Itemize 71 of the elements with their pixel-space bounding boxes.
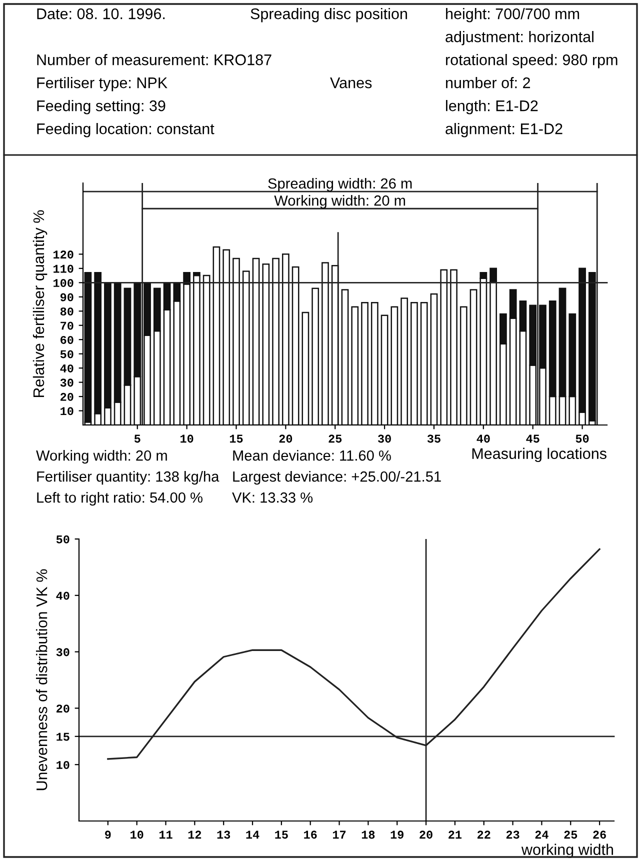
x-tick-label: 20 [420,830,432,839]
x-tick-label: 18 [362,830,375,839]
y-tick-label: 100 [54,279,74,288]
text: Fertiliser quantity: 138 kg/ha [37,471,220,485]
x-tick-label: 16 [304,830,317,839]
text: Mean deviance: 11.60 % [233,450,391,461]
x-tick-label: 12 [188,830,202,839]
y-tick-label: 110 [54,264,74,273]
x-tick-label: 40 [476,434,490,443]
text: VK: 13.33 % [232,492,313,503]
x-tick-label: 21 [448,830,462,839]
x-tick-label: 24 [535,830,548,839]
y-tick-label: 90 [60,293,74,302]
x-tick-label: 25 [564,830,578,839]
x-tick-label: 14 [246,830,260,839]
text: Spreading disc position [250,8,407,22]
x-tick-label: 15 [230,434,243,443]
x-tick-label: 22 [477,830,490,839]
x-tick-label: 5 [134,434,140,443]
text: adjustment: horizontal [446,31,594,46]
text: length: E1-D2 [446,100,538,114]
x-axis-title: working width [521,844,614,858]
x-tick-label: 9 [105,830,111,839]
text: Largest deviance: +25.00/-21.51 [233,471,441,485]
y-tick-label: 50 [56,535,70,544]
text: Feeding location: constant [37,123,214,138]
x-axis-title: Measuring locations [472,448,606,462]
y-tick-label: 120 [54,250,74,259]
text: rotational speed: 980 rpm [446,54,618,68]
x-tick-label: 25 [328,434,342,443]
y-tick-label: 80 [60,308,74,316]
text: Left to right ratio: 54.00 % [37,492,202,506]
y-tick-label: 20 [56,704,70,713]
y-tick-label: 10 [60,407,74,416]
x-tick-label: 10 [130,830,144,839]
x-tick-label: 26 [593,830,606,839]
x-tick-label: 50 [576,434,589,443]
y-tick-label: 40 [60,364,74,372]
x-tick-label: 45 [526,434,540,443]
y-tick-label: 60 [60,336,74,344]
x-tick-label: 30 [378,434,391,443]
text: height: 700/700 mm [446,8,580,22]
text: Vanes [330,78,372,88]
annotation: Spreading width: 26 m [268,178,412,192]
x-tick-label: 17 [332,830,346,839]
text: Date: 08. 10. 1996. [37,8,165,20]
x-tick-label: 23 [506,830,520,839]
y-tick-label: 15 [56,732,70,741]
x-tick-label: 10 [180,434,194,443]
text: Number of measurement: KRO187 [37,54,272,66]
x-tick-label: 15 [275,830,288,839]
text: Fertiliser type: NPK [37,77,168,92]
x-tick-label: 13 [217,830,230,839]
y-tick-label: 70 [60,322,74,330]
y-tick-label: 10 [56,760,70,769]
text: Feeding setting: 39 [37,100,166,114]
y-tick-label: 30 [60,378,74,387]
y-tick-label: 30 [56,648,70,656]
x-tick-label: 35 [427,434,440,443]
y-axis-title: Unevenness of distribution VK % [36,569,48,790]
text: alignment: E1-D2 [446,123,562,138]
annotation: Working width: 20 m [274,195,406,209]
x-tick-label: 11 [159,830,172,839]
x-tick-label: 20 [279,434,292,443]
text: Working width: 20 m [36,450,167,464]
y-axis-title: Relative fertiliser quantity % [32,210,48,397]
y-tick-label: 50 [60,350,74,358]
text: number of: 2 [446,77,530,88]
x-tick-label: 19 [390,830,404,839]
y-tick-label: 40 [56,592,70,600]
y-tick-label: 20 [60,392,74,401]
